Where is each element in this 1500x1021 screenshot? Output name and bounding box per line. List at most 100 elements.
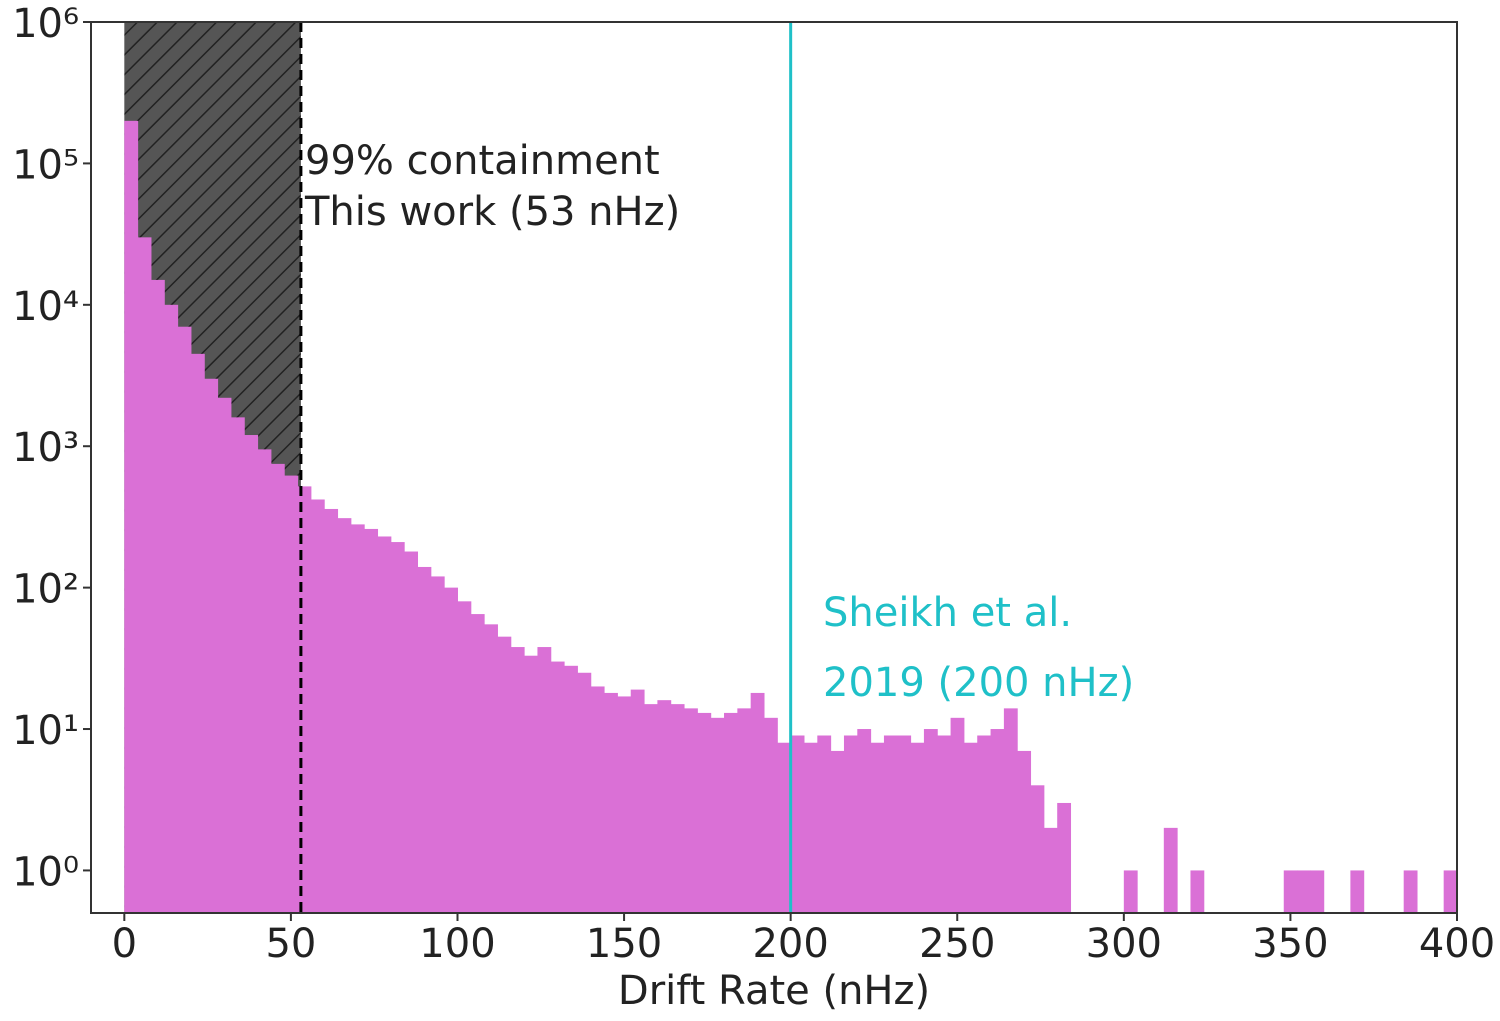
bar — [950, 717, 965, 913]
bar — [457, 601, 472, 913]
bar — [390, 542, 405, 913]
bar — [817, 735, 832, 913]
bar — [444, 587, 458, 913]
bar — [1297, 870, 1311, 913]
bar — [870, 742, 885, 913]
bar — [404, 551, 419, 913]
bar — [670, 704, 685, 913]
annotation: 99% containment — [305, 138, 660, 184]
bar — [484, 624, 498, 913]
bar — [310, 499, 325, 913]
annotation: This work (53 nHz) — [304, 189, 680, 235]
bar — [777, 742, 792, 913]
bar — [524, 655, 538, 913]
bar — [377, 536, 392, 913]
bar — [1283, 870, 1298, 913]
y-tick-label: 10¹ — [12, 708, 79, 754]
x-tick-label: 400 — [1419, 921, 1495, 967]
bar — [150, 279, 165, 913]
bar — [1403, 870, 1418, 913]
x-axis-label: Drift Rate (nHz) — [618, 968, 930, 1014]
bar — [1017, 750, 1032, 913]
plot-frame — [90, 21, 1458, 914]
bar — [284, 475, 299, 913]
bar — [710, 717, 725, 913]
bar — [790, 735, 805, 913]
bar — [190, 353, 205, 914]
y-tick-label: 10⁶ — [12, 1, 79, 47]
bar — [617, 696, 632, 913]
bar — [577, 672, 592, 913]
bar — [364, 528, 379, 913]
bar — [644, 704, 658, 913]
bar — [697, 712, 712, 913]
bar — [204, 378, 219, 914]
bar — [1043, 827, 1058, 913]
bar — [257, 449, 272, 913]
bar — [1190, 870, 1205, 913]
bar — [217, 397, 232, 914]
bar — [843, 735, 858, 913]
bar — [657, 700, 672, 913]
x-tick-label: 100 — [419, 921, 495, 967]
bar — [923, 729, 938, 913]
bar — [350, 524, 365, 913]
bar — [963, 742, 978, 913]
bar — [1350, 870, 1365, 913]
bar — [230, 417, 245, 913]
bar — [737, 708, 752, 913]
bar — [764, 717, 778, 913]
y-tick-label: 10⁴ — [12, 284, 79, 330]
x-tick-label: 200 — [752, 921, 828, 967]
bar — [417, 566, 432, 913]
bar — [883, 735, 898, 913]
bar — [270, 463, 285, 913]
x-tick-label: 350 — [1252, 921, 1328, 967]
bar — [590, 686, 605, 913]
bar — [564, 665, 578, 913]
bar — [324, 508, 339, 913]
bar — [1123, 870, 1138, 913]
y-tick-label: 10⁵ — [12, 142, 79, 188]
bar — [537, 647, 552, 913]
bar — [1163, 827, 1178, 913]
bar — [337, 518, 352, 913]
bar — [750, 692, 765, 913]
bar — [1443, 870, 1458, 913]
annotation: Sheikh et al. — [823, 590, 1072, 636]
bar — [510, 647, 525, 913]
x-tick-label: 150 — [586, 921, 662, 967]
bar — [724, 712, 738, 913]
bar — [124, 120, 139, 913]
bar — [910, 742, 925, 913]
annotation: 2019 (200 nHz) — [823, 660, 1134, 706]
bar — [1003, 708, 1018, 913]
bar — [550, 661, 565, 913]
bar — [244, 435, 259, 913]
bar — [630, 689, 645, 913]
bar — [1030, 785, 1045, 913]
bar — [990, 729, 1005, 913]
bar — [977, 735, 992, 913]
bar — [164, 304, 179, 913]
bar — [684, 708, 698, 913]
bar — [177, 326, 192, 914]
bar — [1057, 802, 1072, 913]
bar — [497, 636, 512, 913]
x-tick-label: 250 — [919, 921, 995, 967]
x-tick-label: 50 — [265, 921, 316, 967]
bar — [830, 750, 845, 913]
bar — [604, 692, 618, 913]
bar — [137, 237, 152, 913]
bar — [937, 735, 952, 913]
bar — [803, 742, 818, 913]
y-tick-label: 10³ — [12, 425, 79, 471]
bar — [857, 729, 872, 913]
bar — [1310, 870, 1325, 913]
bar — [430, 576, 445, 913]
y-tick-label: 10⁰ — [12, 849, 79, 895]
bar — [470, 614, 485, 913]
y-tick-label: 10² — [12, 567, 79, 613]
x-tick-label: 300 — [1086, 921, 1162, 967]
